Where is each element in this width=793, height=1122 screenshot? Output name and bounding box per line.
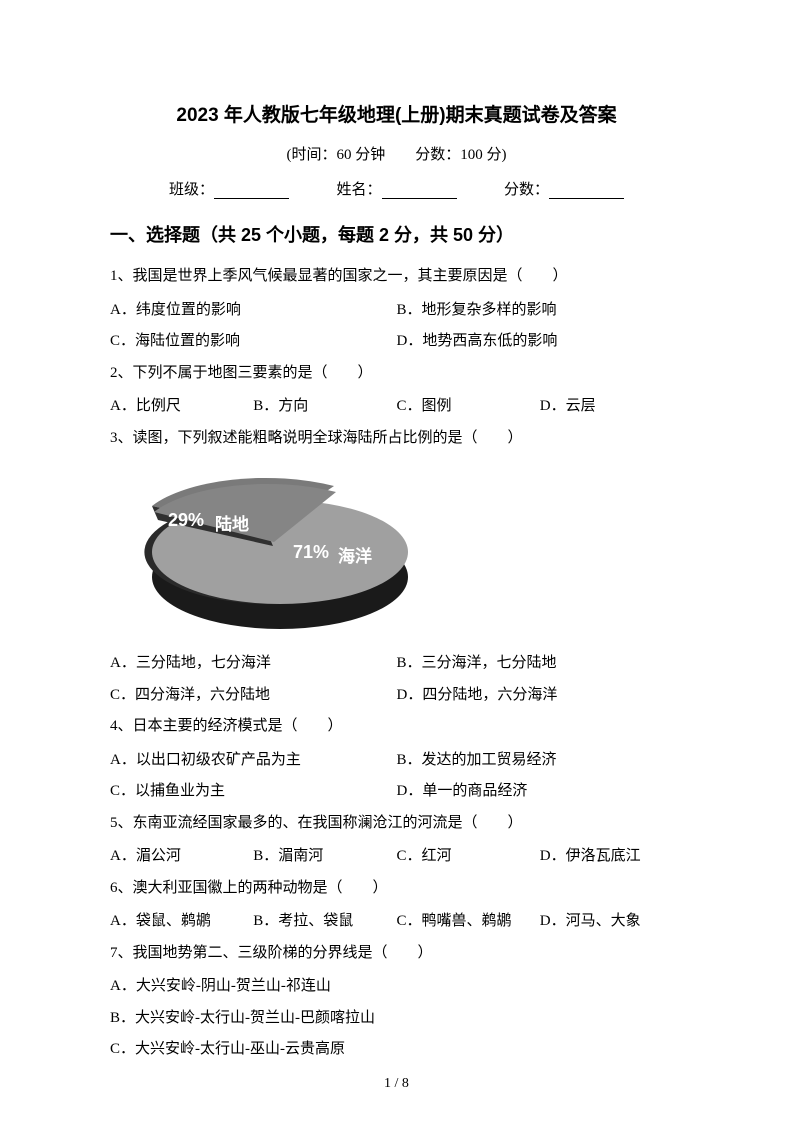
q4-b: B．发达的加工贸易经济 (397, 745, 684, 777)
q3-text: 3、读图，下列叙述能粗略说明全球海陆所占比例的是（ ） (110, 423, 683, 455)
pie-chart: 29% 陆地 71% 海洋 (110, 462, 420, 642)
q2-b: B．方向 (253, 391, 396, 423)
pie-sea-pct: 71% (293, 542, 329, 563)
q1-d: D．地势西高东低的影响 (397, 326, 684, 358)
q3-c: C．四分海洋，六分陆地 (110, 680, 397, 712)
q6-c: C．鸭嘴兽、鹈鹕 (397, 906, 540, 938)
q2-c: C．图例 (397, 391, 540, 423)
pie-svg (110, 462, 420, 642)
name-label: 姓名： (336, 182, 381, 198)
pie-sea-label: 海洋 (338, 542, 372, 567)
page-title: 2023 年人教版七年级地理(上册)期末真题试卷及答案 (110, 100, 683, 127)
q3-d: D．四分陆地，六分海洋 (397, 680, 684, 712)
q2-a: A．比例尺 (110, 391, 253, 423)
q1-c: C．海陆位置的影响 (110, 326, 397, 358)
class-label: 班级： (169, 182, 214, 198)
subtitle: (时间：60 分钟 分数：100 分) (110, 143, 683, 164)
section-1-title: 一、选择题（共 25 个小题，每题 2 分，共 50 分） (110, 221, 683, 247)
q1-a: A．纬度位置的影响 (110, 295, 397, 327)
q1-options-row1: A．纬度位置的影响 B．地形复杂多样的影响 (110, 295, 683, 327)
q4-c: C．以捕鱼业为主 (110, 776, 397, 808)
q4-options-row2: C．以捕鱼业为主 D．单一的商品经济 (110, 776, 683, 808)
q4-d: D．单一的商品经济 (397, 776, 684, 808)
q1-options-row2: C．海陆位置的影响 D．地势西高东低的影响 (110, 326, 683, 358)
score-label: 分数： (504, 182, 549, 198)
class-blank[interactable] (214, 181, 289, 199)
q6-text: 6、澳大利亚国徽上的两种动物是（ ） (110, 873, 683, 905)
q3-options-row2: C．四分海洋，六分陆地 D．四分陆地，六分海洋 (110, 680, 683, 712)
q4-a: A．以出口初级农矿产品为主 (110, 745, 397, 777)
pie-land-label: 陆地 (215, 510, 249, 535)
q1-b: B．地形复杂多样的影响 (397, 295, 684, 327)
q5-c: C．红河 (397, 841, 540, 873)
pie-land-pct: 29% (168, 510, 204, 531)
q5-options: A．湄公河 B．湄南河 C．红河 D．伊洛瓦底江 (110, 841, 683, 873)
q6-a: A．袋鼠、鹈鹕 (110, 906, 253, 938)
q3-b: B．三分海洋，七分陆地 (397, 648, 684, 680)
q6-d: D．河马、大象 (540, 906, 683, 938)
q3-options-row1: A．三分陆地，七分海洋 B．三分海洋，七分陆地 (110, 648, 683, 680)
name-blank[interactable] (382, 181, 457, 199)
q2-options: A．比例尺 B．方向 C．图例 D．云层 (110, 391, 683, 423)
q5-a: A．湄公河 (110, 841, 253, 873)
q2-d: D．云层 (540, 391, 683, 423)
q5-text: 5、东南亚流经国家最多的、在我国称澜沧江的河流是（ ） (110, 808, 683, 840)
page-number: 1 / 8 (0, 1076, 793, 1092)
q6-options: A．袋鼠、鹈鹕 B．考拉、袋鼠 C．鸭嘴兽、鹈鹕 D．河马、大象 (110, 906, 683, 938)
q4-options-row1: A．以出口初级农矿产品为主 B．发达的加工贸易经济 (110, 745, 683, 777)
q1-text: 1、我国是世界上季风气候最显著的国家之一，其主要原因是（ ） (110, 261, 683, 293)
q4-text: 4、日本主要的经济模式是（ ） (110, 711, 683, 743)
q5-d: D．伊洛瓦底江 (540, 841, 683, 873)
q5-b: B．湄南河 (253, 841, 396, 873)
score-blank[interactable] (549, 181, 624, 199)
info-line: 班级： 姓名： 分数： (110, 178, 683, 199)
q6-b: B．考拉、袋鼠 (253, 906, 396, 938)
q7-b: B．大兴安岭-太行山-贺兰山-巴颜喀拉山 (110, 1003, 683, 1035)
q7-a: A．大兴安岭-阴山-贺兰山-祁连山 (110, 971, 683, 1003)
q7-text: 7、我国地势第二、三级阶梯的分界线是（ ） (110, 938, 683, 970)
q7-c: C．大兴安岭-太行山-巫山-云贵高原 (110, 1034, 683, 1066)
q2-text: 2、下列不属于地图三要素的是（ ） (110, 358, 683, 390)
q3-a: A．三分陆地，七分海洋 (110, 648, 397, 680)
